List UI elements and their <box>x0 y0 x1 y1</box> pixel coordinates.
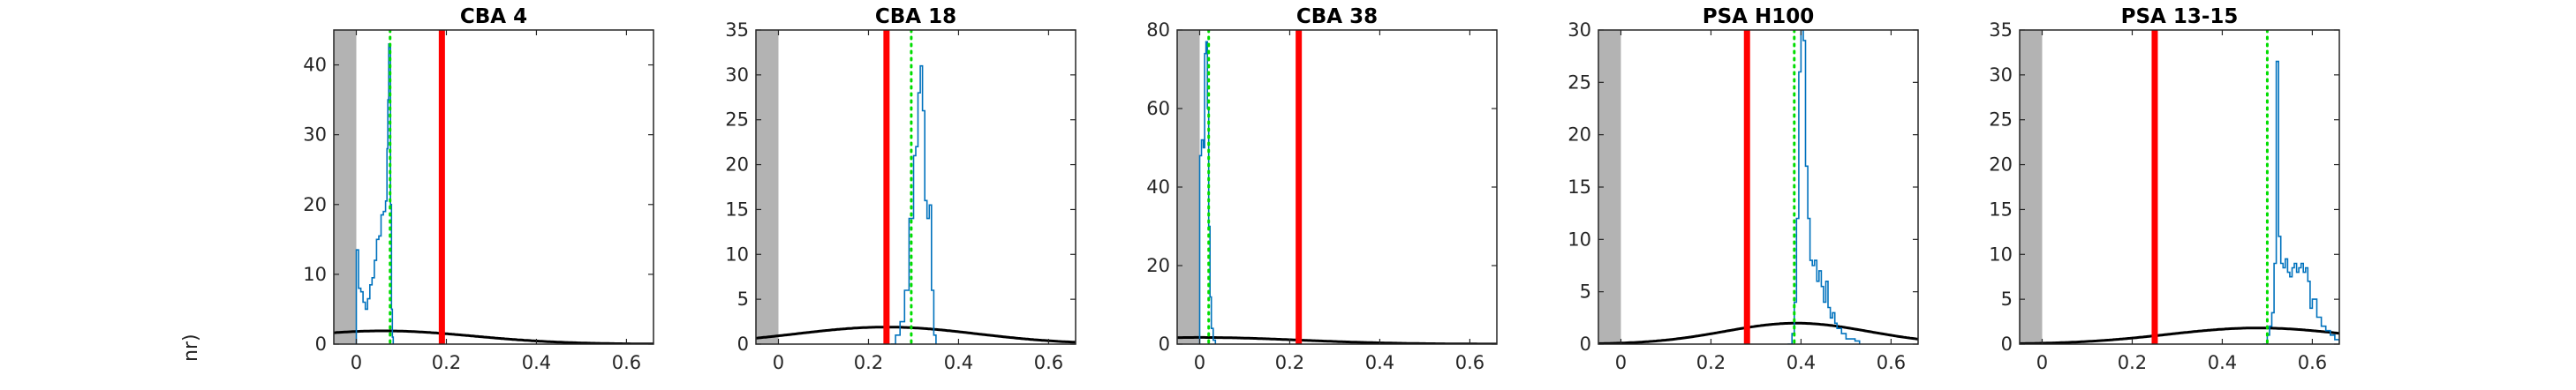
fit-curve <box>334 329 653 344</box>
y-tick-label: 35 <box>725 19 749 41</box>
fit-curve <box>1177 335 1497 344</box>
x-tick-label: 0.2 <box>1696 352 1726 373</box>
y-tick-label: 0 <box>737 334 749 355</box>
excluded-region <box>2020 30 2043 344</box>
x-tick-label: 0 <box>773 352 784 373</box>
chart-title: CBA 38 <box>1296 5 1378 28</box>
y-tick-label: 30 <box>1568 19 1591 41</box>
y-tick-label: 30 <box>303 124 327 146</box>
y-tick-label: 10 <box>725 244 749 265</box>
distribution-histogram <box>890 64 937 344</box>
chart-title: CBA 4 <box>460 5 527 28</box>
y-tick-label: 0 <box>2001 334 2013 355</box>
y-tick-label: 60 <box>1146 98 1170 119</box>
y-tick-label: 80 <box>1146 19 1170 41</box>
x-tick-label: 0.4 <box>1787 352 1816 373</box>
chart-panel: 0 0.2 0.4 0.6 0 5 10 15 20 25 30 35 CBA 18 <box>725 5 1076 373</box>
fit-curve <box>756 326 1076 344</box>
y-tick-label: 40 <box>1146 176 1170 198</box>
y-tick-label: 0 <box>1580 334 1591 355</box>
chart-panel: 0 0.2 0.4 0.6 0 5 10 15 20 25 30 PSA H100 <box>1568 5 1919 373</box>
x-tick-label: 0.6 <box>1455 352 1484 373</box>
x-tick-label: 0.2 <box>2118 352 2147 373</box>
x-tick-label: 0.6 <box>1877 352 1906 373</box>
excluded-region <box>756 30 779 344</box>
x-tick-label: 0 <box>2036 352 2048 373</box>
y-tick-label: 5 <box>737 289 749 310</box>
y-tick-label: 20 <box>1146 255 1170 276</box>
x-tick-label: 0.2 <box>854 352 883 373</box>
x-tick-label: 0.4 <box>944 352 973 373</box>
distribution-histogram <box>2262 60 2339 344</box>
y-tick-label: 25 <box>1989 109 2013 131</box>
chart-title: PSA 13-15 <box>2121 5 2239 28</box>
y-tick-label: 15 <box>1989 199 2013 220</box>
y-tick-label: 30 <box>725 64 749 86</box>
y-tick-label: 10 <box>1989 244 2013 265</box>
x-tick-label: 0.2 <box>432 352 461 373</box>
y-tick-label: 20 <box>1989 154 2013 176</box>
y-tick-label: 0 <box>1159 334 1170 355</box>
distribution-histogram <box>355 43 395 344</box>
y-tick-label: 15 <box>725 199 749 220</box>
x-tick-label: 0.4 <box>1365 352 1394 373</box>
chart-panel: 0 0.2 0.4 0.6 0 10 20 30 40 CBA 4 <box>303 5 654 373</box>
axes-box <box>1598 29 1919 345</box>
fit-curve <box>1598 321 1918 344</box>
y-tick-label: 15 <box>1568 176 1591 198</box>
y-tick-label: 25 <box>725 109 749 131</box>
y-axis-label-fragment: nr) <box>180 334 202 362</box>
plot-area <box>1598 30 1918 344</box>
x-tick-label: 0.6 <box>2298 352 2327 373</box>
y-tick-label: 5 <box>2001 289 2013 310</box>
plot-area <box>334 30 653 344</box>
x-tick-label: 0.4 <box>522 352 551 373</box>
y-tick-label: 25 <box>1568 71 1591 93</box>
y-tick-label: 5 <box>1580 281 1591 303</box>
plot-area <box>756 30 1076 344</box>
excluded-region <box>334 30 357 344</box>
chart-title: CBA 18 <box>875 5 956 28</box>
fit-curve <box>2020 326 2339 344</box>
x-tick-label: 0.4 <box>2208 352 2237 373</box>
chart-panel: 0 0.2 0.4 0.6 0 20 40 60 80 CBA 38 <box>1146 5 1498 373</box>
distribution-histogram <box>1787 30 1861 344</box>
chart-panel: 0 0.2 0.4 0.6 0 5 10 15 20 25 30 35 PSA 13-15 <box>1989 5 2340 373</box>
axes-box <box>1176 29 1498 345</box>
distribution-histogram <box>1198 41 1217 344</box>
y-tick-label: 30 <box>1989 64 2013 86</box>
chart-title: PSA H100 <box>1703 5 1815 28</box>
y-tick-label: 35 <box>1989 19 2013 41</box>
axes-box <box>2019 29 2340 345</box>
x-tick-label: 0.2 <box>1275 352 1304 373</box>
plot-area <box>2020 30 2339 344</box>
y-tick-label: 40 <box>303 55 327 76</box>
y-tick-label: 20 <box>303 194 327 215</box>
y-tick-label: 20 <box>1568 124 1591 146</box>
x-tick-label: 0.6 <box>1034 352 1063 373</box>
plot-area <box>1177 30 1497 344</box>
y-tick-label: 20 <box>725 154 749 176</box>
axes-box <box>333 29 654 345</box>
x-tick-label: 0 <box>1194 352 1205 373</box>
x-tick-label: 0.6 <box>612 352 641 373</box>
axes-box <box>755 29 1076 345</box>
y-tick-label: 10 <box>1568 229 1591 250</box>
x-tick-label: 0 <box>1615 352 1627 373</box>
x-tick-label: 0 <box>351 352 362 373</box>
y-tick-label: 0 <box>315 334 327 355</box>
y-tick-label: 10 <box>303 264 327 285</box>
